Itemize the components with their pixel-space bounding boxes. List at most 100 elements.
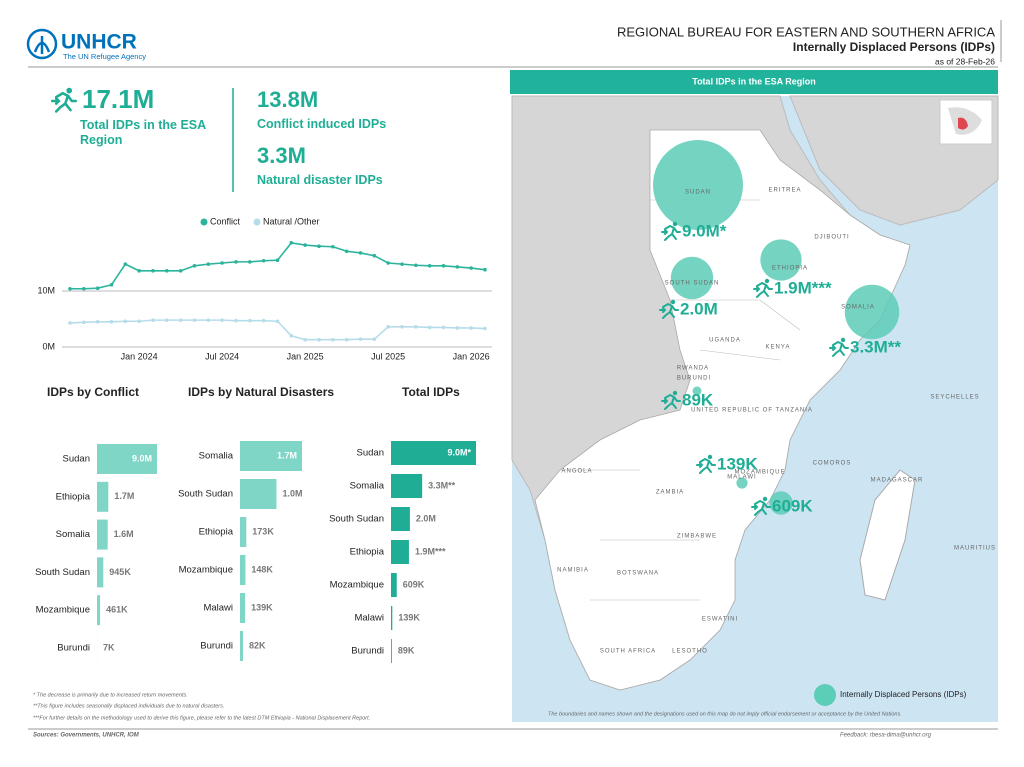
bureau: REGIONAL BUREAU FOR EASTERN AND SOUTHERN…	[617, 24, 995, 39]
value-label: 7K	[103, 642, 115, 652]
point	[414, 263, 418, 268]
icon-body	[51, 91, 77, 113]
logo-emblem	[26, 28, 58, 60]
point	[331, 337, 335, 342]
country-label: COMOROS	[813, 461, 852, 467]
value-label: 2.0M	[416, 513, 436, 523]
country-label: LESOTHO	[672, 649, 708, 655]
icon-body	[661, 224, 681, 241]
point	[317, 244, 321, 248]
bubble	[844, 284, 900, 340]
bubble-value-label: 609K	[772, 496, 813, 515]
country-label: MOZAMBIQUE	[734, 470, 785, 476]
point	[234, 318, 238, 323]
y-tick-label: 0M	[42, 341, 55, 351]
point	[82, 320, 86, 325]
point	[234, 260, 238, 264]
kpi-value: 3.3M	[257, 143, 306, 168]
category-label: Mozambique	[36, 605, 90, 616]
bar	[240, 441, 302, 471]
category-label: Sudan	[63, 454, 90, 465]
y-tick-label: 10M	[37, 285, 55, 295]
logo-text: UNHCR	[61, 31, 137, 54]
point	[261, 258, 266, 263]
bubble-value-label: 9.0M*	[682, 221, 727, 240]
icon-head	[707, 454, 713, 460]
value-label: 89K	[398, 645, 415, 655]
value-label: 461K	[106, 605, 128, 615]
value-label: 1.7M	[277, 450, 297, 460]
bar	[97, 557, 104, 588]
point	[220, 261, 224, 265]
point	[248, 318, 252, 323]
category-label: Somalia	[56, 529, 91, 540]
point	[165, 318, 169, 322]
bubble-value-label: 139K	[717, 454, 758, 473]
inset-map	[939, 99, 993, 145]
point	[427, 264, 432, 268]
bubble	[670, 256, 714, 300]
bubble	[736, 477, 748, 489]
value-label: 1.6M	[114, 529, 134, 539]
kpi-label: Total IDPs in the ESA Region	[80, 118, 206, 147]
x-tick-label: Jan 2026	[453, 351, 490, 361]
point	[165, 269, 169, 273]
point	[109, 283, 114, 287]
category-label: South Sudan	[35, 567, 90, 578]
point	[331, 244, 335, 249]
idp-icon	[829, 337, 849, 357]
bubble	[692, 386, 702, 396]
bar	[391, 441, 476, 465]
point	[289, 334, 294, 338]
map-title: Total IDPs in the ESA Region	[692, 76, 816, 86]
idp-icon	[661, 390, 681, 410]
value-label: 609K	[403, 579, 425, 589]
legend-swatch	[200, 218, 208, 226]
value-label: 3.3M**	[428, 480, 456, 490]
bar	[391, 606, 393, 630]
country-label: SEYCHELLES	[930, 395, 979, 401]
country-label: ETHIOPIA	[772, 266, 808, 272]
bar	[240, 517, 247, 547]
category-label: Malawi	[203, 603, 233, 614]
point	[68, 286, 72, 291]
icon-head	[762, 496, 768, 502]
country-label: ANGOLA	[561, 469, 592, 475]
logo-figure	[33, 36, 51, 54]
point	[192, 318, 197, 322]
point	[95, 320, 100, 324]
kpi-value: 13.8M	[257, 87, 318, 112]
point	[192, 264, 197, 268]
category-label: Ethiopia	[350, 547, 385, 558]
point	[261, 318, 266, 323]
chart-title: IDPs by Conflict	[47, 385, 139, 399]
value-label: 148K	[251, 564, 273, 574]
idp-icon	[659, 299, 679, 319]
point	[344, 337, 349, 342]
idp-icon	[751, 496, 771, 516]
value-label: 139K	[398, 612, 420, 622]
bubble	[769, 491, 793, 515]
point	[137, 319, 141, 324]
x-tick-label: Jan 2025	[287, 351, 324, 361]
point	[248, 260, 252, 264]
point	[469, 326, 473, 330]
legend-label: Conflict	[210, 216, 241, 226]
category-label: Ethiopia	[199, 527, 234, 538]
x-tick-label: Jul 2025	[371, 351, 405, 361]
point	[68, 321, 72, 325]
bar	[97, 595, 101, 626]
point	[109, 320, 114, 324]
point	[427, 325, 432, 330]
madagascar	[859, 469, 916, 601]
point	[455, 326, 460, 330]
icon-body	[753, 281, 773, 298]
country-label: SUDAN	[685, 190, 711, 196]
category-label: Burundi	[351, 646, 384, 657]
logo-tagline: The UN Refugee Agency	[63, 52, 146, 61]
point	[206, 318, 211, 322]
bar	[391, 639, 392, 663]
bar	[240, 593, 246, 623]
chart-title: Total IDPs	[402, 385, 460, 399]
value-label: 9.0M	[132, 453, 152, 463]
